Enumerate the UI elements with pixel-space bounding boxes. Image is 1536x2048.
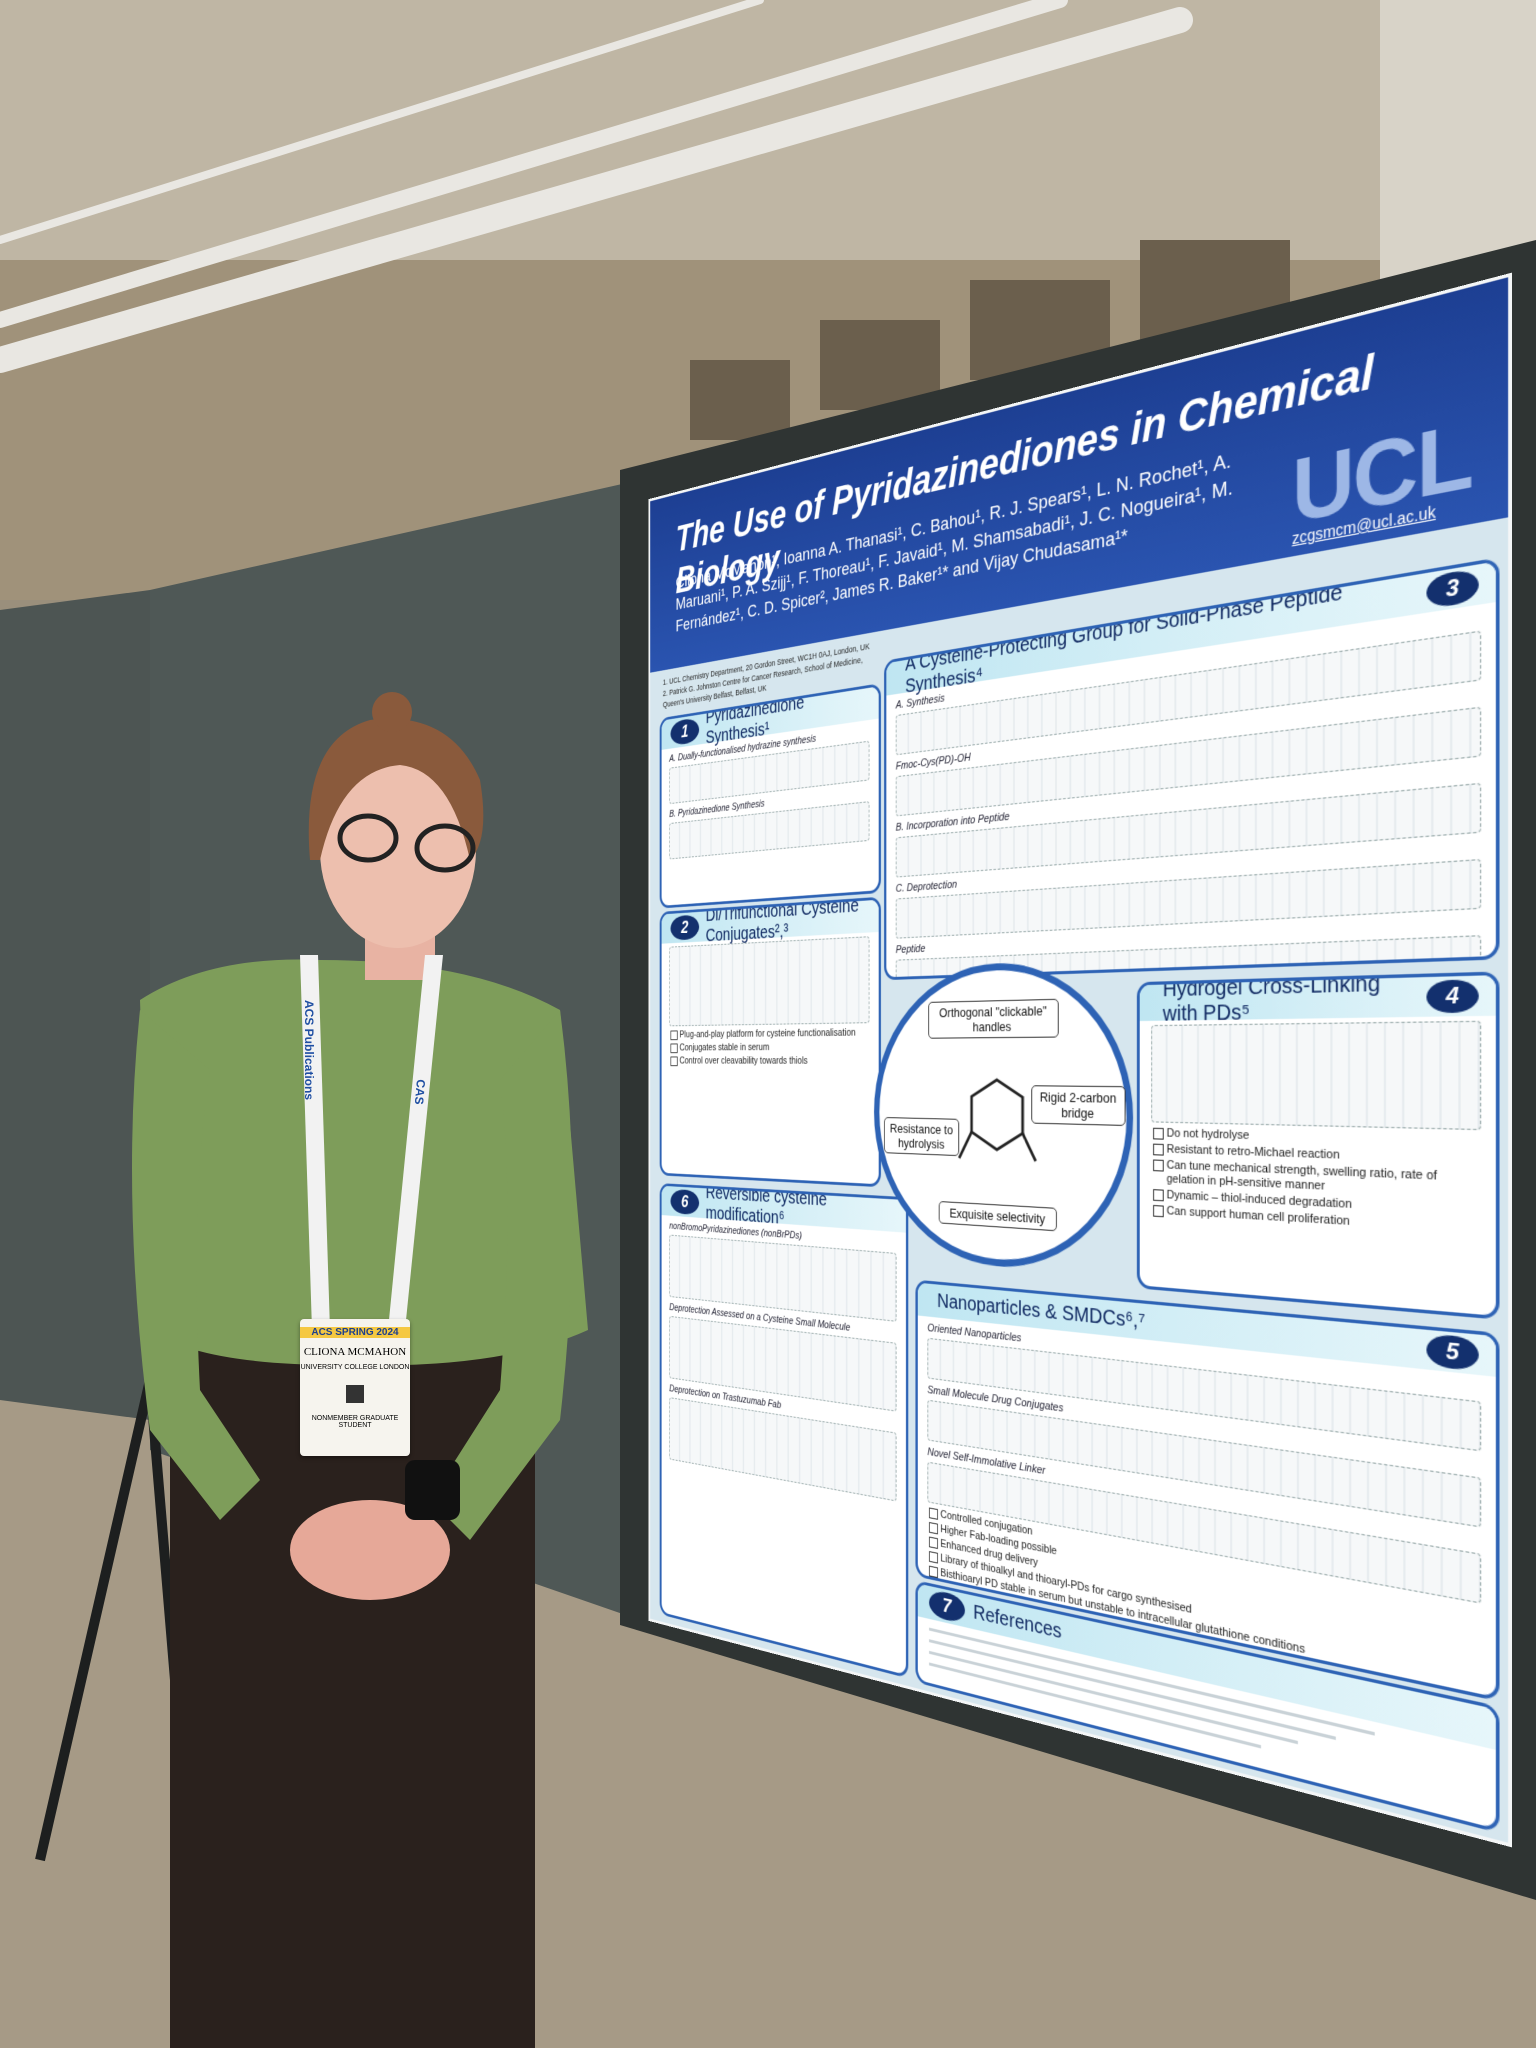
- person: [132, 692, 588, 2048]
- section-header: Hydrogel Cross-Linking with PDs⁵ 4: [1139, 972, 1496, 1026]
- poster-wrap: The Use of Pyridazinediones in Chemical …: [521, 277, 1509, 1843]
- easel-leg: [35, 1378, 155, 1862]
- section-heading: Hydrogel Cross-Linking with PDs⁵: [1162, 971, 1381, 1027]
- badge-category: NONMEMBER GRADUATE STUDENT: [311, 1415, 399, 1429]
- poster: The Use of Pyridazinediones in Chemical …: [650, 277, 1509, 1843]
- window: [690, 360, 790, 440]
- center-label: Orthogonal "clickable" handles: [928, 998, 1059, 1039]
- qr-code: [346, 1385, 364, 1403]
- badge-institution: UNIVERSITY COLLEGE LONDON: [300, 1364, 410, 1371]
- hair: [308, 718, 484, 860]
- badge: ACS SPRING 2024 CLIONA MCMAHON UNIVERSIT…: [300, 1319, 410, 1456]
- face: [320, 752, 476, 948]
- lanyard-strap: [388, 955, 443, 1330]
- board-left: [0, 590, 150, 1420]
- lanyard-text: CAS: [411, 1078, 428, 1106]
- pipe: [0, 0, 764, 244]
- bond: [959, 1132, 971, 1159]
- center-label: Resistance to hydrolysis: [884, 1117, 960, 1157]
- section-number: 3: [1426, 567, 1479, 610]
- poster-section: 2 Di/Trifunctional Cysteine Conjugates²,³…: [659, 896, 881, 1188]
- section-number: 6: [670, 1188, 700, 1216]
- poster-section: Hydrogel Cross-Linking with PDs⁵ 4 Do not …: [1136, 971, 1500, 1320]
- section-bullet: Plug-and-play platform for cysteine func…: [680, 1027, 870, 1041]
- section-header: 2 Di/Trifunctional Cysteine Conjugates²,³: [661, 896, 879, 946]
- arm: [132, 1010, 260, 1520]
- ring: [972, 1080, 1023, 1151]
- poster-section: 1 Pyridazinedione Synthesis¹ A. Dually-fun…: [659, 683, 881, 909]
- poster-section: 6 Reversible cysteine modification⁶ nonBro…: [659, 1183, 909, 1679]
- section-number: 1: [670, 717, 700, 747]
- poster-section: A Cysteine-Protecting Group for Solid-Ph…: [884, 557, 1500, 981]
- hair-bun: [372, 692, 412, 732]
- section-number: 7: [929, 1588, 965, 1625]
- watch: [405, 1460, 460, 1520]
- pipe: [0, 0, 1068, 328]
- molecule: [955, 1065, 1040, 1166]
- section-bullet: Conjugates stable in serum: [680, 1041, 870, 1054]
- center-label: Exquisite selectivity: [938, 1201, 1057, 1232]
- center-circle: Orthogonal "clickable" handles Rigid 2-c…: [874, 958, 1134, 1278]
- section-heading: Di/Trifunctional Cysteine Conjugates²,³: [705, 896, 859, 946]
- diagram: [1151, 1020, 1482, 1131]
- arm: [430, 1010, 573, 1540]
- lanyard-text: ACS Publications: [302, 1000, 316, 1101]
- diagram: [669, 936, 870, 1027]
- section-number: 5: [1426, 1333, 1479, 1372]
- pipes: [0, 0, 1193, 373]
- pipe: [0, 7, 1193, 373]
- center-label: Rigid 2-carbon bridge: [1031, 1085, 1126, 1126]
- top: [140, 959, 588, 1366]
- badge-name: CLIONA MCMAHON: [303, 1346, 407, 1358]
- section-number: 4: [1426, 979, 1479, 1014]
- lanyard-strap: [300, 955, 330, 1330]
- section-number: 2: [670, 914, 700, 941]
- section-bullet: Control over cleavability towards thiols: [680, 1055, 870, 1067]
- bond: [1023, 1133, 1036, 1161]
- glasses: [337, 813, 476, 873]
- hands: [290, 1500, 450, 1600]
- badge-event: ACS SPRING 2024: [300, 1327, 410, 1338]
- lens: [337, 813, 399, 863]
- lens: [414, 823, 476, 873]
